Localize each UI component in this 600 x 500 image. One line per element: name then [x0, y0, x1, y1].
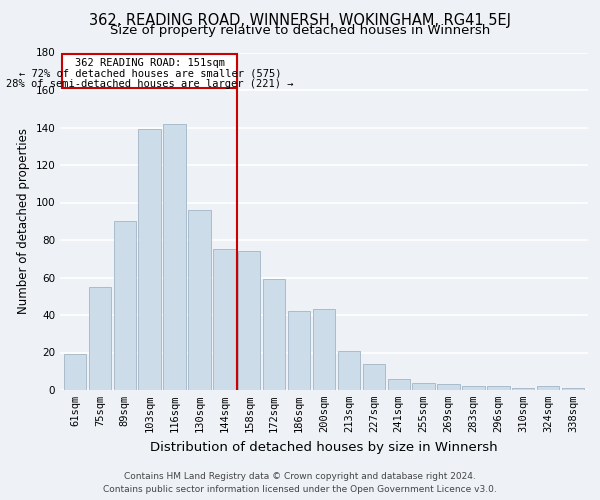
Bar	[437, 384, 460, 390]
Text: ← 72% of detached houses are smaller (575): ← 72% of detached houses are smaller (57…	[19, 68, 281, 78]
Bar	[537, 386, 559, 390]
Text: Size of property relative to detached houses in Winnersh: Size of property relative to detached ho…	[110, 24, 490, 37]
Bar	[139, 130, 161, 390]
X-axis label: Distribution of detached houses by size in Winnersh: Distribution of detached houses by size …	[150, 440, 498, 454]
Bar	[512, 388, 535, 390]
Bar	[562, 388, 584, 390]
Bar	[412, 382, 435, 390]
Bar	[113, 221, 136, 390]
Text: 362 READING ROAD: 151sqm: 362 READING ROAD: 151sqm	[75, 58, 225, 68]
Bar	[362, 364, 385, 390]
Bar	[238, 251, 260, 390]
Bar	[462, 386, 485, 390]
Bar	[213, 250, 236, 390]
Bar	[313, 310, 335, 390]
Bar	[163, 124, 186, 390]
Bar	[288, 311, 310, 390]
Bar	[89, 287, 111, 390]
Y-axis label: Number of detached properties: Number of detached properties	[17, 128, 30, 314]
Bar	[388, 379, 410, 390]
Text: Contains HM Land Registry data © Crown copyright and database right 2024.
Contai: Contains HM Land Registry data © Crown c…	[103, 472, 497, 494]
Bar	[62, 54, 238, 88]
Text: 28% of semi-detached houses are larger (221) →: 28% of semi-detached houses are larger (…	[6, 78, 293, 89]
Bar	[64, 354, 86, 390]
Text: 362, READING ROAD, WINNERSH, WOKINGHAM, RG41 5EJ: 362, READING ROAD, WINNERSH, WOKINGHAM, …	[89, 12, 511, 28]
Bar	[487, 386, 509, 390]
Bar	[188, 210, 211, 390]
Bar	[263, 280, 286, 390]
Bar	[338, 350, 360, 390]
